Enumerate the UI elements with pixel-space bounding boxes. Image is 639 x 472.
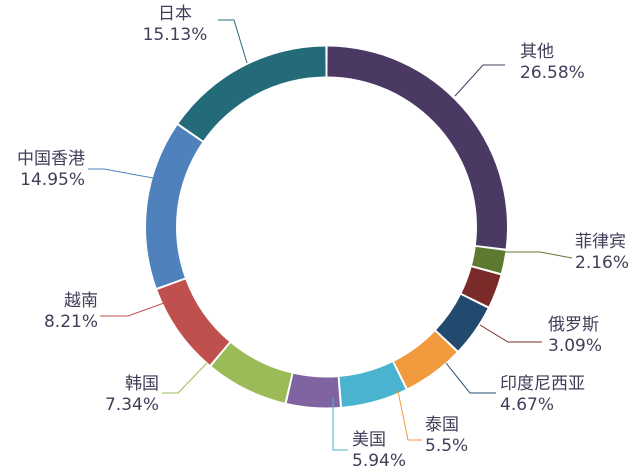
leader-line-meiguo [332,398,348,451]
leader-line-feilvbin [505,251,573,259]
label-riben: 日本 [158,4,192,24]
percent-feilvbin: 2.16% [575,253,629,273]
leader-line-hanguo [162,362,208,394]
percent-hanguo: 7.34% [105,395,159,415]
label-qita: 其他 [520,42,554,62]
slice-xianggang [146,125,203,288]
leader-line-qita [454,64,505,97]
leader-line-taiguo [397,390,422,441]
leader-line-eluosi [479,324,542,343]
slice-meiguo [339,362,406,407]
percent-xianggang: 14.95% [20,170,85,190]
percent-riben: 15.13% [143,25,208,45]
percent-eluosi: 3.09% [548,336,602,356]
slice-unlabeled [286,373,340,408]
slice-yuenan [157,279,230,365]
leader-line-riben [218,19,248,64]
slice-hanguo [211,343,292,403]
percent-qita: 26.58% [520,63,585,83]
label-meiguo: 美国 [352,430,386,450]
slice-feilvbin [472,246,506,274]
label-taiguo: 泰国 [425,415,459,435]
slice-eluosi [461,267,501,307]
label-yuenan: 越南 [64,291,98,311]
label-xianggang: 中国香港 [17,149,85,169]
label-eluosi: 俄罗斯 [548,315,599,335]
percent-meiguo: 5.94% [352,451,406,471]
slice-taiguo [394,331,457,389]
percent-taiguo: 5.5% [425,436,468,456]
slice-yinni [436,294,488,351]
leader-line-yuenan [100,302,165,317]
label-feilvbin: 菲律宾 [575,232,626,252]
slices [146,46,507,408]
leader-line-xianggang [88,168,154,179]
percent-yuenan: 8.21% [44,312,98,332]
slice-qita [327,46,507,249]
label-hanguo: 韩国 [125,374,159,394]
percent-yinni: 4.67% [500,395,554,415]
slice-riben [178,46,326,141]
label-yinni: 印度尼西亚 [500,374,585,394]
leader-line-yinni [445,362,496,394]
